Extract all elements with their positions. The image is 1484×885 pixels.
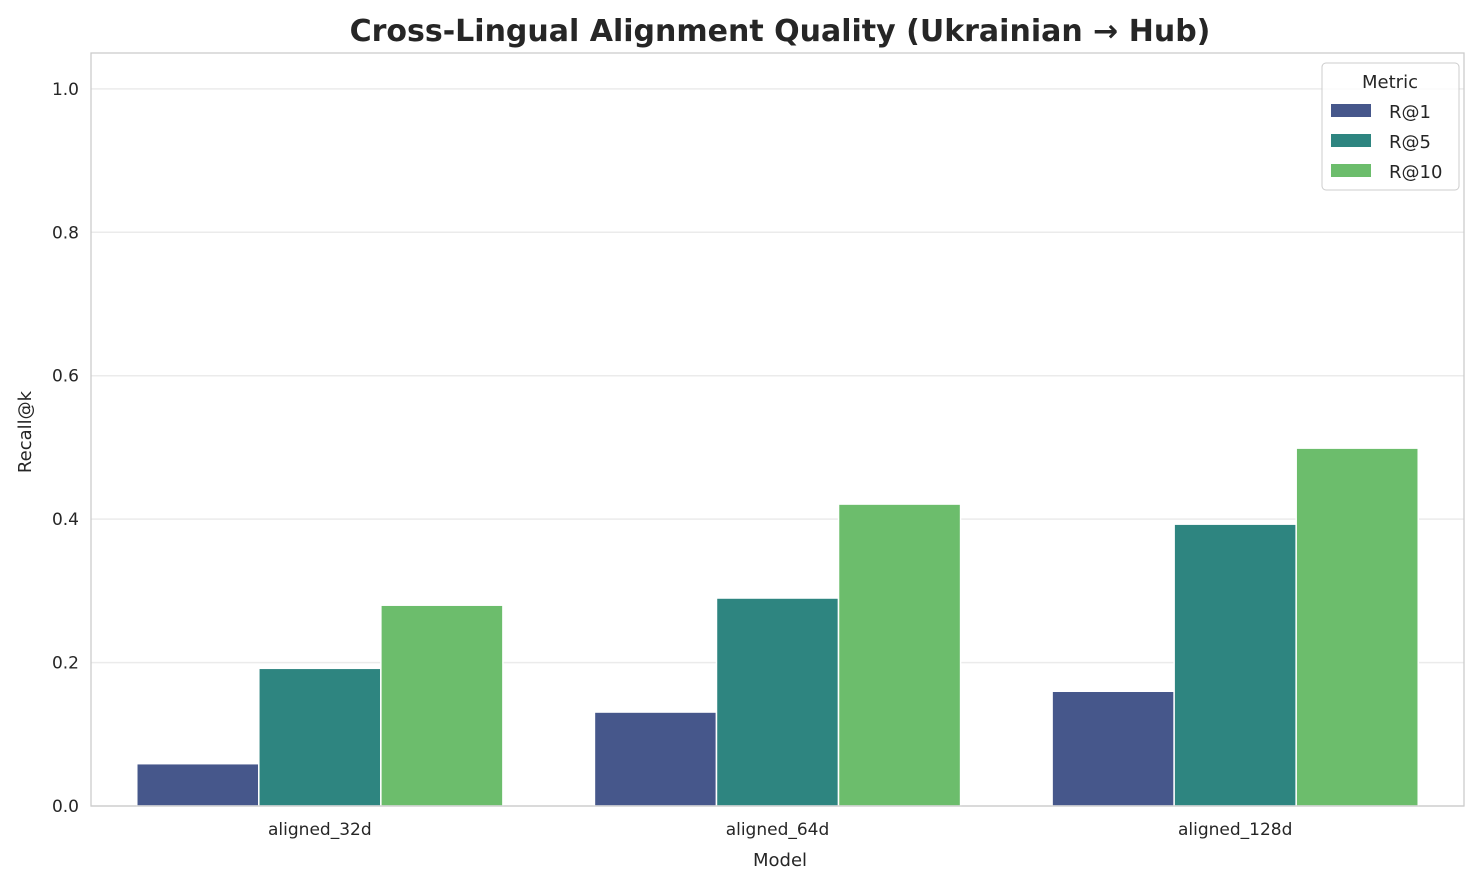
legend-label: R@1 — [1389, 102, 1431, 123]
legend-swatch — [1331, 134, 1371, 147]
legend-title: Metric — [1362, 72, 1418, 93]
x-tick-label: aligned_128d — [1178, 820, 1292, 840]
bar-R@10-aligned_64d — [837, 503, 962, 807]
bar-R@10-aligned_32d — [380, 604, 504, 807]
bar-R@5-aligned_64d — [715, 597, 840, 807]
legend-label: R@10 — [1389, 162, 1442, 183]
y-tick-label: 0.0 — [52, 797, 79, 817]
y-tick-labels: 0.0 0.2 0.4 0.6 0.8 1.0 — [52, 80, 79, 817]
legend-box — [1321, 62, 1460, 191]
bar-R@1-aligned_64d — [593, 711, 718, 807]
x-tick-labels: aligned_32d aligned_64d aligned_128d — [268, 820, 1292, 840]
y-tick-label: 1.0 — [52, 80, 79, 100]
bars — [136, 447, 1419, 807]
legend-swatch — [1331, 104, 1371, 117]
bar-R@1-aligned_32d — [136, 762, 260, 807]
y-axis-label: Recall@k — [15, 390, 36, 473]
y-tick-label: 0.2 — [52, 654, 79, 674]
bar-R@1-aligned_128d — [1051, 690, 1175, 807]
bar-R@10-aligned_128d — [1295, 447, 1419, 807]
y-tick-label: 0.4 — [52, 510, 79, 530]
x-tick-label: aligned_64d — [726, 820, 830, 840]
y-tick-label: 0.6 — [52, 367, 79, 387]
legend-label: R@5 — [1389, 132, 1431, 153]
x-tick-label: aligned_32d — [268, 820, 372, 840]
x-axis-label: Model — [753, 850, 807, 871]
legend-swatch — [1331, 164, 1371, 177]
y-tick-label: 0.8 — [52, 223, 79, 243]
bar-R@5-aligned_128d — [1173, 523, 1297, 807]
bar-R@5-aligned_32d — [258, 667, 382, 807]
chart-title: Cross-Lingual Alignment Quality (Ukraini… — [350, 14, 1211, 49]
plot-frame — [90, 52, 1465, 807]
legend: Metric R@1 R@5 R@10 — [1321, 62, 1460, 191]
